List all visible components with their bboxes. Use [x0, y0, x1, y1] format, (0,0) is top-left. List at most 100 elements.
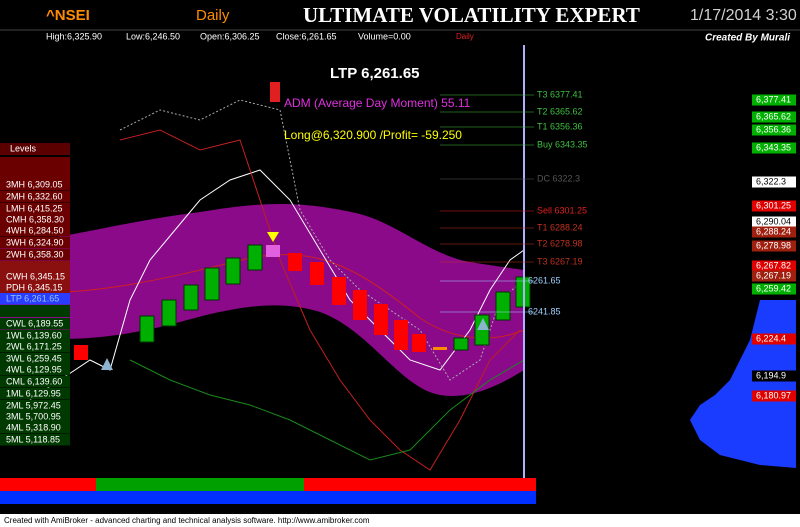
level-bg [0, 341, 70, 353]
level-bg [0, 282, 70, 294]
volume-profile [690, 300, 796, 468]
sell-arrow [267, 232, 279, 242]
buy-arrow [477, 318, 489, 330]
axis-label: 6,224.4 [756, 333, 786, 343]
axis-label-bg [752, 270, 796, 282]
candle [394, 320, 408, 350]
level-bg [0, 400, 70, 412]
axis-label-bg [752, 176, 796, 188]
stat: Low:6,246.50 [126, 31, 180, 41]
level-label: 4ML 5,318.90 [6, 422, 61, 432]
levels-blank [0, 305, 70, 317]
target-label: DC 6322.3 [537, 173, 580, 183]
axis-label-bg [752, 216, 796, 228]
level-bg [0, 330, 70, 342]
candle [353, 290, 367, 320]
candle [161, 299, 177, 327]
stat: Close:6,261.65 [276, 31, 337, 41]
mode: Daily [456, 32, 474, 41]
target-label: 6261.65 [528, 275, 561, 285]
axis-label: 6,267.19 [756, 270, 791, 280]
level-bg [0, 214, 70, 226]
level-label: 1WL 6,139.60 [6, 330, 62, 340]
levels-header-bg [0, 143, 70, 155]
target-label: Sell 6301.25 [537, 205, 587, 215]
axis-label-bg [752, 283, 796, 295]
target-label: T3 6377.41 [537, 89, 583, 99]
level-bg [0, 422, 70, 434]
axis-label: 6,356.36 [756, 124, 791, 134]
axis-label: 6,180.97 [756, 390, 791, 400]
volatility-band [0, 204, 524, 396]
axis-label-bg [752, 333, 796, 345]
target-label: Buy 6343.35 [537, 139, 588, 149]
level-label: 3ML 5,700.95 [6, 411, 61, 421]
trend-bar [0, 491, 536, 504]
level-label: CWL 6,189.55 [6, 318, 63, 328]
candle [247, 244, 263, 271]
candle [374, 304, 388, 335]
level-bg [0, 434, 70, 446]
adm: ADM (Average Day Moment) 55.11 [284, 96, 471, 110]
axis-label: 6,194.9 [756, 370, 786, 380]
candle [412, 334, 426, 352]
footer: Created with AmiBroker - advanced charti… [4, 516, 370, 525]
level-label: 2WH 6,358.30 [6, 249, 64, 259]
level-bg [0, 411, 70, 423]
target-label: 6241.85 [528, 306, 561, 316]
target-label: T1 6288.24 [537, 222, 583, 232]
axis-label: 6,288.24 [756, 226, 791, 236]
dotted-line [119, 99, 525, 381]
candle [332, 277, 346, 305]
axis-label: 6,301.25 [756, 200, 791, 210]
level-bg [0, 249, 70, 261]
level-label: 3MH 6,309.05 [6, 179, 63, 189]
axis-label: 6,278.98 [756, 240, 791, 250]
candle [225, 257, 241, 285]
level-label: 3WH 6,324.90 [6, 237, 64, 247]
level-bg [0, 225, 70, 237]
level-label: 3WL 6,259.45 [6, 353, 62, 363]
axis-label: 6,290.04 [756, 216, 791, 226]
axis-label-bg [752, 240, 796, 252]
axis-label: 6,343.35 [756, 142, 791, 152]
levels-title: Levels [10, 143, 37, 153]
axis-label-bg [752, 94, 796, 106]
target-label: T3 6267.19 [537, 256, 583, 266]
level-bg [0, 271, 70, 283]
trend-bar [304, 478, 536, 491]
trend-bar [0, 478, 96, 491]
marker [266, 245, 280, 257]
candle [204, 267, 220, 301]
axis-label: 6,377.41 [756, 94, 791, 104]
down-icon [270, 82, 280, 102]
target-label: T2 6365.62 [537, 106, 583, 116]
price-line [29, 169, 525, 401]
axis-label-bg [752, 370, 796, 382]
interval: Daily [196, 7, 230, 24]
ltp: LTP 6,261.65 [330, 65, 420, 82]
axis-label: 6,322.3 [756, 176, 786, 186]
symbol: ^NSEI [46, 7, 90, 24]
mid-line [0, 254, 525, 339]
level-line [129, 359, 525, 461]
level-line [119, 129, 521, 471]
buy-arrow [101, 358, 113, 370]
target-label: T2 6278.98 [537, 238, 583, 248]
level-label: 2MH 6,332.60 [6, 191, 63, 201]
stat: Volume=0.00 [358, 31, 411, 41]
title: ULTIMATE VOLATILITY EXPERT [303, 3, 640, 27]
stat: Open:6,306.25 [200, 31, 260, 41]
trend-bar [96, 478, 304, 491]
candles [74, 244, 531, 360]
level-bg [0, 364, 70, 376]
position: Long@6,320.900 /Profit= -59.250 [284, 128, 462, 142]
level-bg [0, 237, 70, 249]
levels-blank [0, 157, 70, 168]
axis-label: 6,267.82 [756, 260, 791, 270]
level-bg [0, 376, 70, 388]
level-bg [0, 179, 70, 191]
marker [433, 347, 447, 350]
axis-label-bg [752, 111, 796, 123]
